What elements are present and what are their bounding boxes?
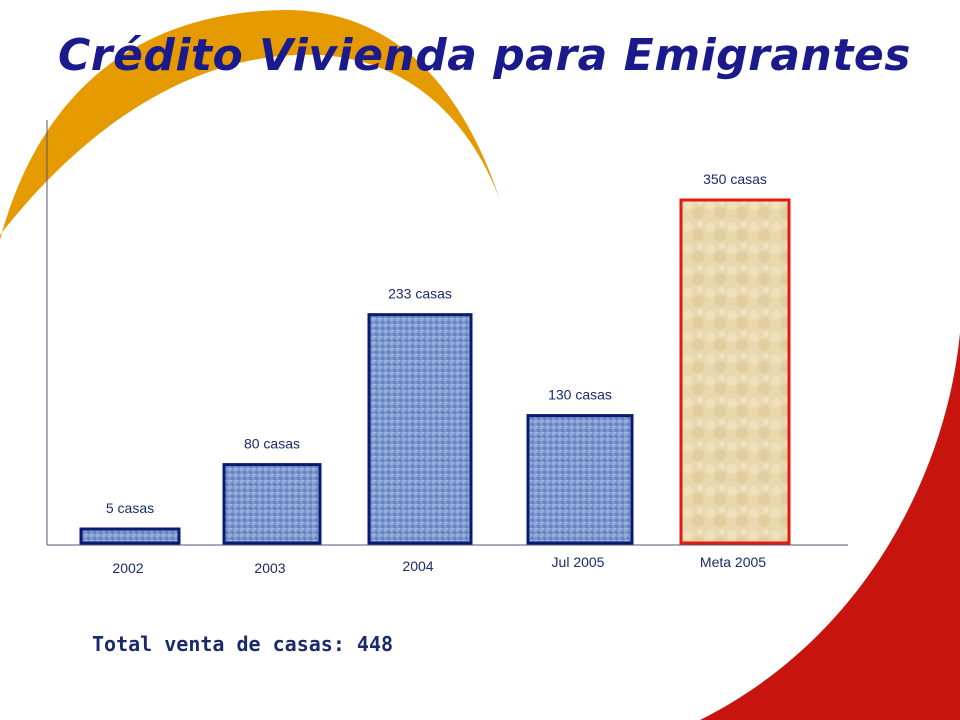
data-label: 130 casas bbox=[548, 387, 612, 403]
data-label: 80 casas bbox=[244, 436, 300, 452]
bar-meta-2005 bbox=[679, 198, 791, 545]
total-sales-note: Total venta de casas: 448 bbox=[92, 632, 394, 656]
orange-swoosh bbox=[0, 10, 500, 240]
category-label: 2004 bbox=[402, 558, 433, 574]
category-label: Jul 2005 bbox=[552, 554, 605, 570]
slide-title: Crédito Vivienda para Emigrantes bbox=[58, 30, 911, 81]
data-label: 350 casas bbox=[703, 171, 767, 187]
category-label: 2003 bbox=[254, 560, 285, 576]
data-label: 5 casas bbox=[106, 500, 154, 516]
bar-2004 bbox=[367, 313, 473, 545]
bar-2002 bbox=[79, 527, 181, 545]
bar-2003 bbox=[222, 463, 322, 545]
bar-jul-2005 bbox=[526, 414, 634, 545]
red-swoosh bbox=[700, 258, 960, 720]
category-label: Meta 2005 bbox=[700, 554, 766, 570]
category-label: 2002 bbox=[112, 560, 143, 576]
data-label: 233 casas bbox=[388, 286, 452, 302]
